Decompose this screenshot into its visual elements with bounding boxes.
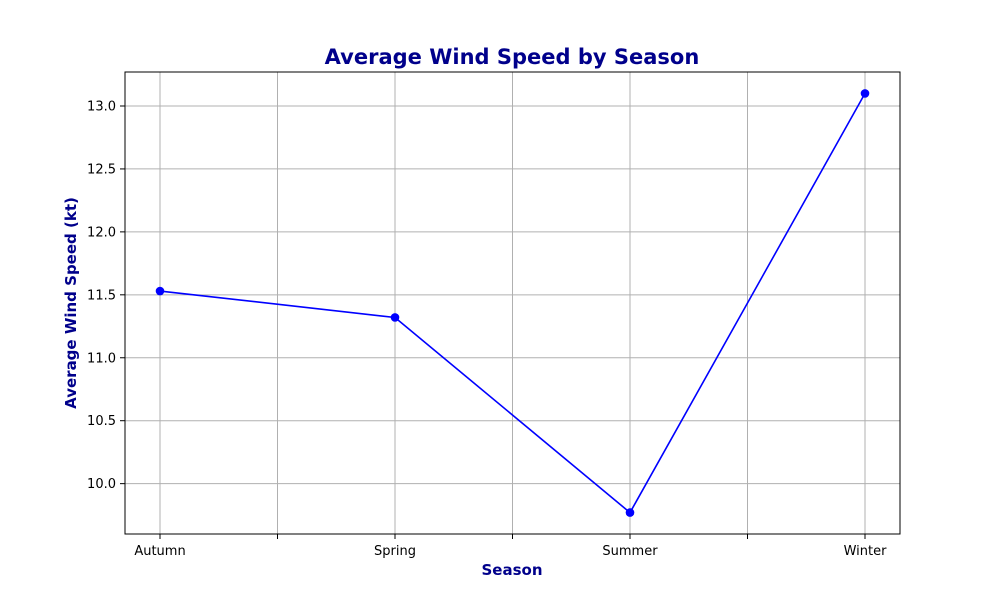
x-tick-label: Autumn [134, 544, 185, 559]
x-tick-label: Spring [374, 544, 416, 559]
series-polyline [159, 93, 866, 514]
plot-area-frame [124, 71, 901, 535]
grid-lines [125, 72, 900, 534]
y-tick-label: 11.0 [87, 351, 116, 366]
data-point-marker [860, 89, 870, 98]
x-axis-label: Season [481, 561, 542, 579]
x-tick-label: Summer [602, 544, 658, 559]
y-tick-label: 11.5 [87, 288, 116, 303]
y-tick-label: 10.5 [87, 414, 116, 429]
data-point-marker [155, 286, 165, 296]
y-tick-label: 12.0 [87, 225, 116, 240]
chart-title: Average Wind Speed by Season [325, 45, 700, 69]
data-point-marker [390, 313, 400, 322]
series-line [155, 89, 870, 517]
y-tick-label: 13.0 [87, 99, 116, 114]
axis-ticks: Autumn Spring Summer Winter 10.0 10.5 11.0 11.5… [87, 99, 887, 559]
y-tick-label: 10.0 [87, 477, 116, 492]
x-tick-label: Winter [844, 544, 888, 559]
y-axis-label: Average Wind Speed (kt) [62, 197, 80, 409]
y-tick-label: 12.5 [87, 162, 116, 177]
data-point-marker [625, 508, 635, 517]
